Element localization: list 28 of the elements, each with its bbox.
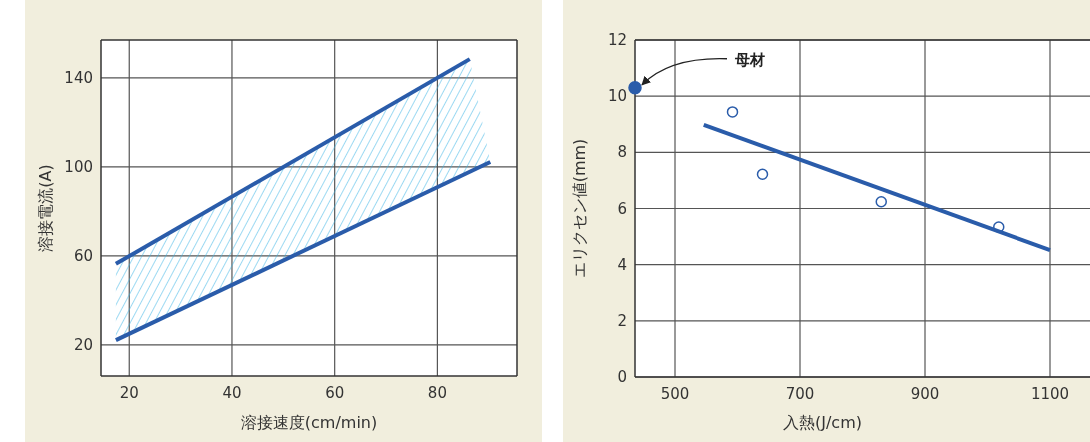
y-tick-label: 12	[607, 31, 627, 49]
point	[756, 168, 769, 180]
x-axis-title: 入熱(J/cm)	[783, 413, 862, 432]
y-axis-title: 溶接電流(A)	[36, 164, 55, 252]
y-tick-label: 6	[617, 199, 627, 218]
y-tick-label: 4	[617, 255, 627, 274]
y-tick-label: 20	[73, 335, 93, 354]
x-tick-label: 700	[785, 385, 815, 403]
y-tick-label: 100	[64, 157, 93, 176]
x-axis-title: 溶接速度(cm/min)	[240, 413, 378, 432]
point	[726, 106, 739, 118]
y-tick-label: 8	[617, 143, 627, 162]
x-tick-label: 900	[910, 385, 940, 403]
y-tick-label: 2	[617, 311, 627, 330]
x-tick-label: 80	[427, 384, 447, 402]
point	[628, 80, 642, 95]
y-tick-label: 10	[607, 87, 627, 106]
y-tick-label: 140	[64, 68, 93, 87]
x-tick-label: 60	[325, 384, 345, 402]
y-tick-label: 0	[617, 368, 627, 386]
annotation: 母材	[734, 50, 765, 69]
point	[875, 196, 887, 208]
x-tick-label: 40	[222, 384, 242, 402]
x-tick-label: 1100	[1030, 385, 1070, 403]
y-tick-label: 60	[73, 246, 93, 265]
x-tick-label: 500	[660, 385, 690, 403]
y-axis-title: エリクセン値(mm)	[570, 138, 589, 279]
x-tick-label: 20	[119, 384, 139, 402]
